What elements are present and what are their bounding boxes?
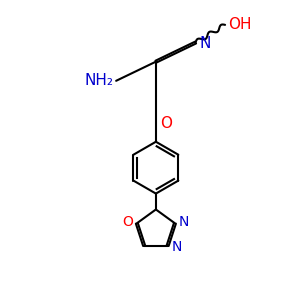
- Text: NH₂: NH₂: [84, 73, 113, 88]
- Text: N: N: [179, 215, 189, 230]
- Text: N: N: [199, 37, 211, 52]
- Text: N: N: [172, 240, 182, 254]
- Text: O: O: [160, 116, 172, 131]
- Text: OH: OH: [229, 17, 252, 32]
- Text: O: O: [122, 215, 133, 230]
